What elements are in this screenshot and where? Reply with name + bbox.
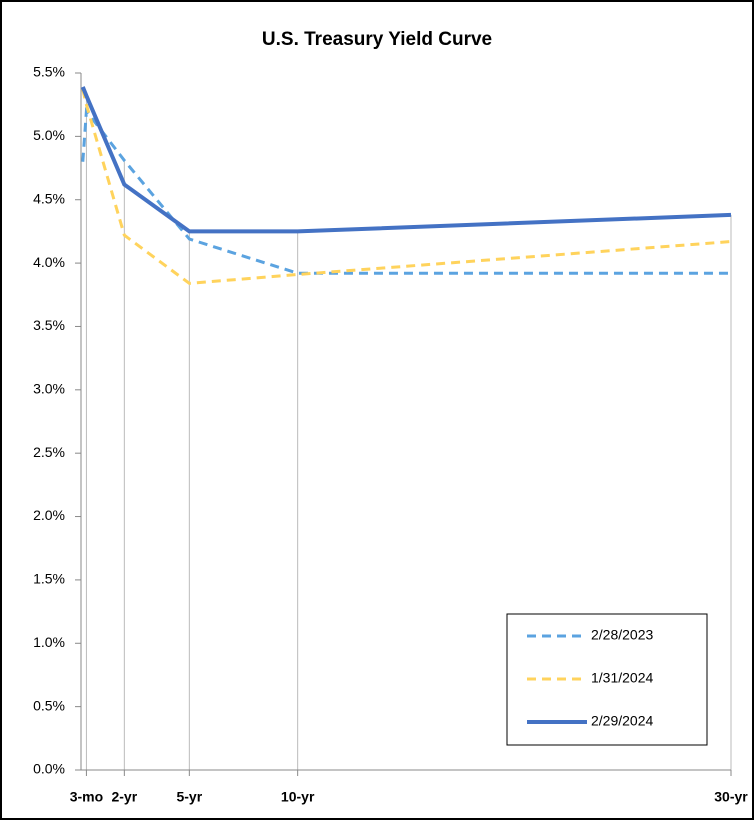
y-tick-label: 1.0%	[33, 634, 65, 650]
x-tick-label: 30-yr	[714, 789, 748, 805]
x-tick-label: 3-mo	[70, 789, 103, 805]
chart-title: U.S. Treasury Yield Curve	[262, 29, 492, 50]
x-tick-label: 5-yr	[176, 789, 202, 805]
line-series	[81, 89, 732, 285]
y-tick-label: 4.5%	[33, 190, 65, 206]
y-tick-label: 3.5%	[33, 317, 65, 333]
y-tick-label: 3.0%	[33, 381, 65, 397]
y-tick-label: 0.5%	[33, 697, 65, 713]
y-tick-label: 5.0%	[33, 127, 65, 143]
legend-label: 2/29/2024	[591, 713, 653, 729]
x-tick-label: 2-yr	[111, 789, 137, 805]
y-tick-label: 2.0%	[33, 507, 65, 523]
legend-label: 1/31/2024	[591, 670, 653, 686]
y-tick-label: 0.0%	[33, 761, 65, 777]
x-tick-label: 10-yr	[281, 789, 315, 805]
y-tick-label: 1.5%	[33, 571, 65, 587]
y-tick-label: 4.0%	[33, 254, 65, 270]
legend-label: 2/28/2023	[591, 627, 653, 643]
y-tick-label: 5.5%	[33, 64, 65, 80]
y-tick-label: 2.5%	[33, 444, 65, 460]
line-series	[80, 86, 732, 234]
